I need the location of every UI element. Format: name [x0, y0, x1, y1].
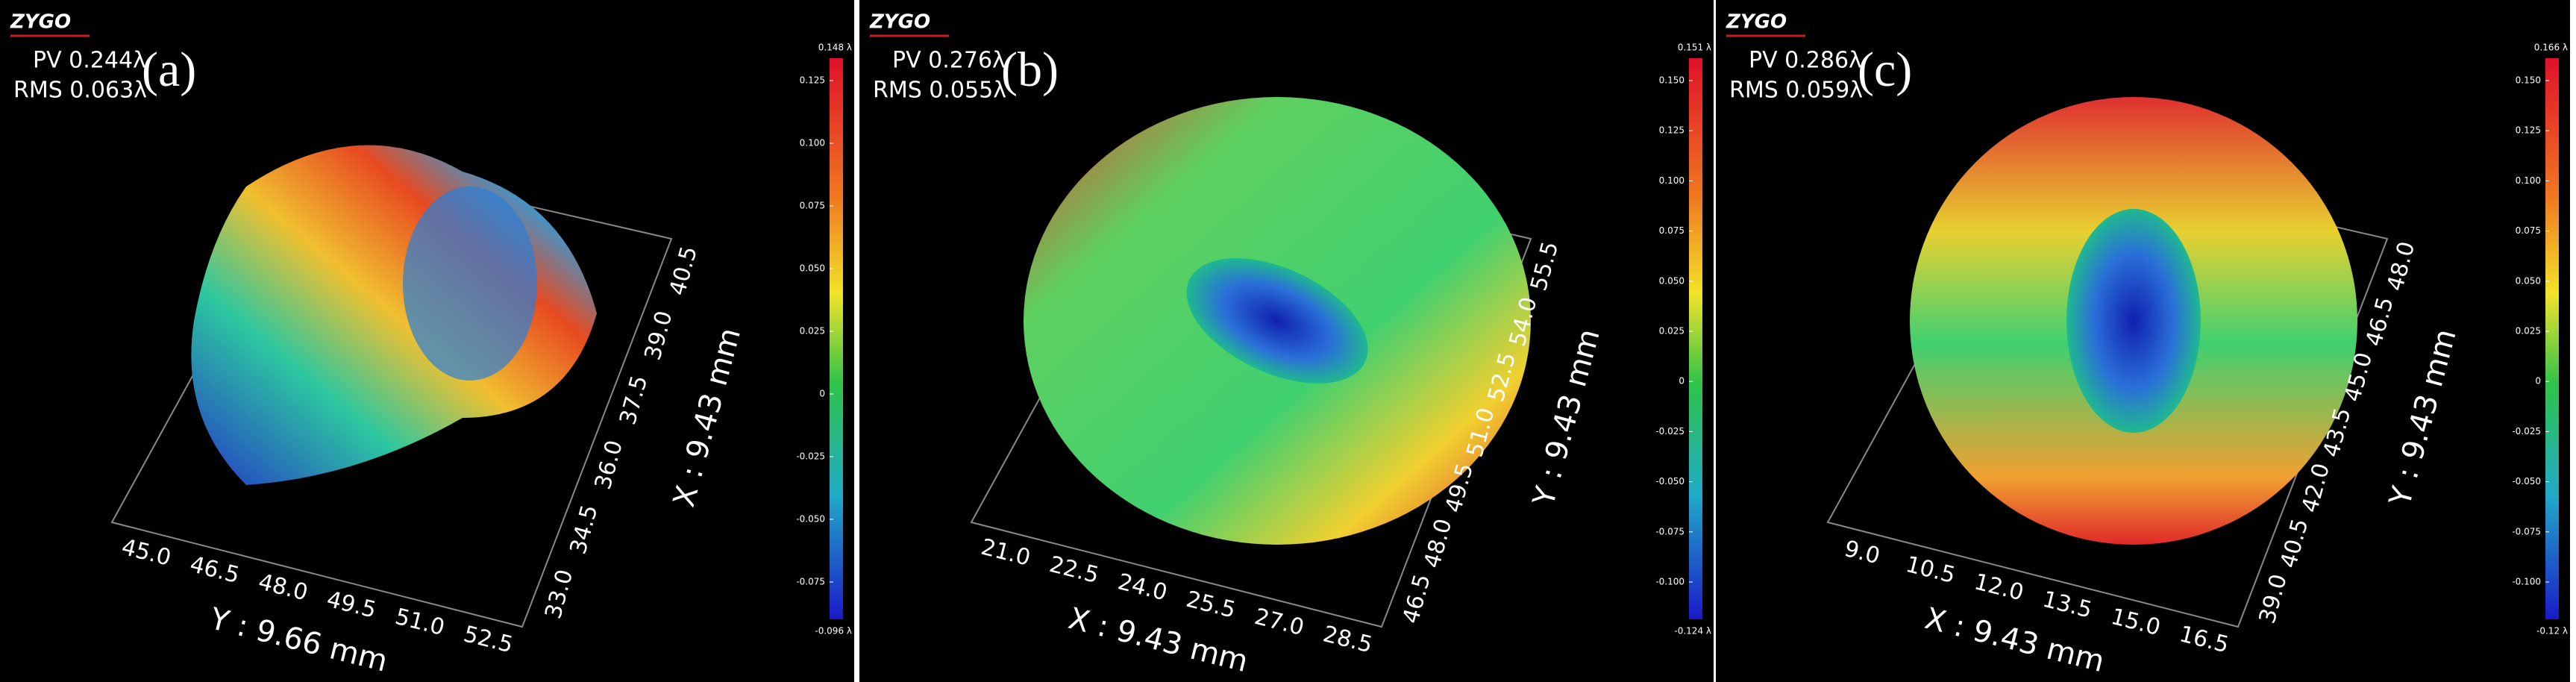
pv-value: PV 0.244λ	[33, 48, 146, 74]
colorbar-min: -0.096 λ	[815, 626, 852, 636]
colorbar	[2545, 58, 2559, 619]
colorbar-tick-label: 0.050	[1659, 275, 1685, 286]
logo: ZYGO	[10, 11, 71, 34]
colorbar-tick-label: -0.025	[2512, 426, 2541, 437]
colorbar-tick-label: -0.100	[1655, 577, 1685, 587]
colorbar-tick-label: 0.075	[1659, 225, 1685, 236]
pv-value: PV 0.276λ	[892, 48, 1006, 74]
colorbar-tick-label: -0.050	[1655, 476, 1685, 487]
panel-label: (a)	[142, 43, 196, 97]
colorbar-tick-label: 0.125	[800, 75, 825, 86]
colorbar-min: -0.124 λ	[1674, 626, 1711, 636]
rms-value: RMS 0.059λ	[1729, 78, 1863, 104]
colorbar-min: -0.12 λ	[2536, 626, 2568, 636]
colorbar-tick-label: 0	[1679, 376, 1685, 387]
surface-pit	[2066, 209, 2201, 433]
colorbar-tick-label: 0	[2535, 376, 2541, 387]
colorbar-tick-label: 0.150	[1659, 75, 1685, 86]
colorbar-tick-label: -0.025	[796, 451, 825, 462]
colorbar-tick-label: -0.075	[796, 577, 825, 587]
colorbar-tick-label: 0.075	[2516, 225, 2541, 236]
pv-value: PV 0.286λ	[1749, 48, 1862, 74]
colorbar-max: 0.151 λ	[1678, 43, 1711, 53]
logo: ZYGO	[1726, 11, 1787, 34]
colorbar-tick-label: 0.025	[800, 326, 825, 337]
colorbar-tick-label: 0.050	[2516, 275, 2541, 286]
panel: ZYGO PV 0.276λ RMS 0.055λ(b) 0.151 λ -0.124 …	[859, 0, 1714, 682]
rms-value: RMS 0.063λ	[13, 78, 147, 104]
colorbar-max: 0.148 λ	[818, 43, 852, 53]
colorbar-tick-label: 0.025	[1659, 326, 1685, 337]
surface-pit	[1186, 258, 1368, 384]
colorbar-tick-label: -0.050	[796, 514, 825, 525]
colorbar-tick-label: 0.100	[2516, 175, 2541, 186]
colorbar-tick-label: 0.100	[800, 138, 825, 148]
colorbar-tick-label: -0.100	[2512, 577, 2541, 587]
colorbar-tick-label: -0.025	[1655, 426, 1685, 437]
logo: ZYGO	[869, 11, 930, 34]
colorbar-tick-label: 0.125	[2516, 125, 2541, 136]
panel: ZYGO PV 0.286λ RMS 0.059λ(c) 0.166 λ -0.12 λ…	[1716, 0, 2570, 682]
panel: ZYGO PV 0.244λ RMS 0.063λ(a) 0.148 λ -0.096 …	[0, 0, 854, 682]
colorbar-tick-label: 0.150	[2516, 75, 2541, 86]
colorbar-tick-label: 0.050	[800, 263, 825, 274]
colorbar-tick-label: 0	[819, 389, 825, 399]
colorbar-tick-label: -0.075	[1655, 526, 1685, 536]
colorbar-tick-label: 0.125	[1659, 125, 1685, 136]
colorbar	[1689, 58, 1702, 619]
panel-label: (c)	[1858, 43, 1912, 97]
colorbar-tick-label: 0.025	[2516, 326, 2541, 337]
colorbar-tick-label: -0.075	[2512, 526, 2541, 536]
colorbar	[830, 58, 843, 619]
panel-label: (b)	[1001, 43, 1059, 97]
surface-lobe	[403, 187, 537, 381]
rms-value: RMS 0.055λ	[873, 78, 1006, 104]
colorbar-max: 0.166 λ	[2534, 43, 2568, 53]
colorbar-tick-label: -0.050	[2512, 476, 2541, 487]
colorbar-tick-label: 0.075	[800, 201, 825, 211]
colorbar-tick-label: 0.100	[1659, 175, 1685, 186]
